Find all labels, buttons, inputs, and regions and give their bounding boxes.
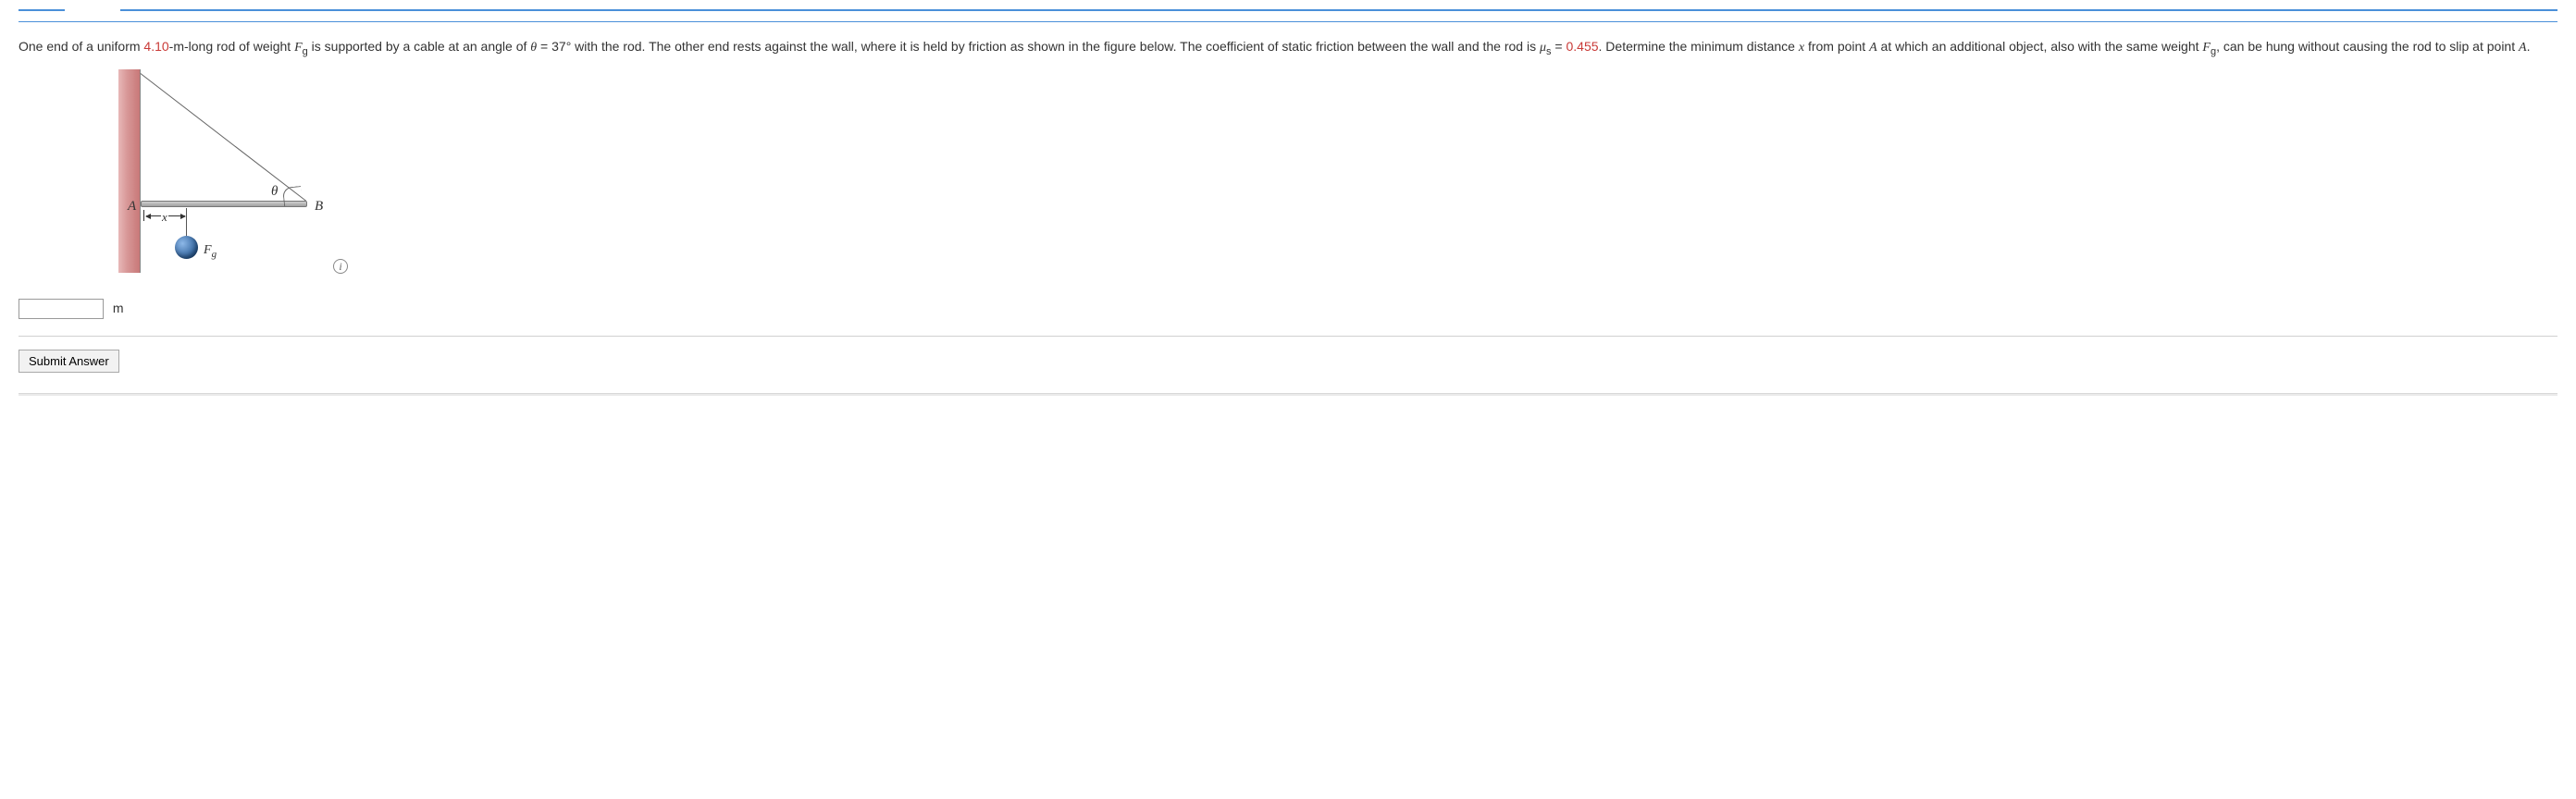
diagram-label-fg: Fg xyxy=(204,243,217,260)
text: . Determine the minimum distance xyxy=(1599,39,1799,54)
text: at which an additional object, also with… xyxy=(1877,39,2203,54)
answer-unit: m xyxy=(113,301,124,315)
text: , can be hung without causing the rod to… xyxy=(2216,39,2519,54)
text: = xyxy=(1552,39,1567,54)
info-icon[interactable]: i xyxy=(333,259,348,274)
bottom-edge xyxy=(19,393,2557,396)
point-a: A xyxy=(1869,41,1877,55)
diagram-string xyxy=(186,208,187,238)
mu-value: 0.455 xyxy=(1566,39,1598,54)
angle-value: 37° xyxy=(551,39,571,54)
text: . xyxy=(2527,39,2531,54)
weight2-symbol: F xyxy=(2202,41,2211,55)
diagram-label-a: A xyxy=(128,199,136,215)
text: from point xyxy=(1804,39,1869,54)
mu-symbol: μ xyxy=(1540,41,1546,55)
text: = xyxy=(537,39,551,54)
answer-input[interactable] xyxy=(19,299,104,319)
text: One end of a uniform xyxy=(19,39,143,54)
point-a-2: A xyxy=(2519,41,2527,55)
diagram-label-x: x xyxy=(161,210,168,225)
diagram-label-theta: θ xyxy=(271,184,278,200)
weight-symbol: F xyxy=(294,41,303,55)
text: is supported by a cable at an angle of xyxy=(308,39,531,54)
submit-row: Submit Answer xyxy=(19,336,2557,373)
diagram-theta-arc xyxy=(282,186,303,206)
text: with the rod. The other end rests agains… xyxy=(571,39,1540,54)
answer-row: m xyxy=(19,299,2557,319)
question-top-border xyxy=(19,9,2557,22)
fg-sym: F xyxy=(204,243,212,257)
fg-sub: g xyxy=(212,249,217,260)
physics-diagram: A B θ x Fg i xyxy=(93,69,370,282)
diagram-cable xyxy=(140,73,306,202)
diagram-label-b: B xyxy=(315,199,323,215)
diagram-x-tick-left xyxy=(143,210,144,221)
text: -long rod of weight xyxy=(184,39,294,54)
submit-answer-button[interactable]: Submit Answer xyxy=(19,350,119,373)
text: -m xyxy=(169,39,184,54)
diagram-wall xyxy=(118,69,141,273)
rod-length-value: 4.10 xyxy=(143,39,168,54)
diagram-ball xyxy=(175,236,198,259)
diagram-rod xyxy=(141,201,307,207)
problem-statement: One end of a uniform 4.10-m-long rod of … xyxy=(19,33,2557,62)
